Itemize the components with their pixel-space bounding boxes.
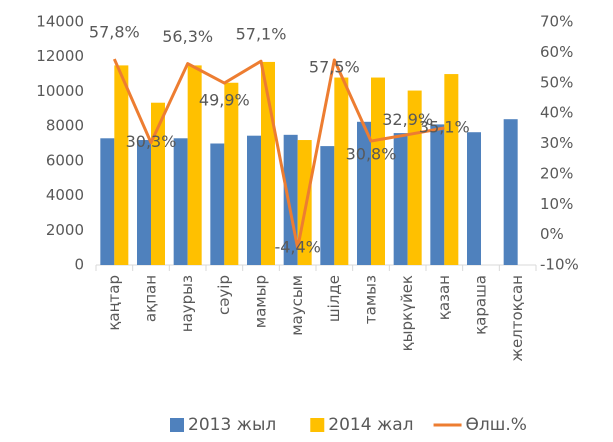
y2-tick-label: 10%	[540, 195, 573, 213]
bar	[503, 119, 518, 265]
legend-label: 2013 жыл	[188, 415, 276, 435]
y2-tick-label: 30%	[540, 134, 573, 152]
x-tick-label: маусым	[288, 275, 306, 336]
bar	[151, 102, 165, 265]
y2-tick-label: 20%	[540, 164, 573, 182]
y2-tick-label: 60%	[540, 43, 573, 61]
y-tick-label: 0	[74, 256, 84, 274]
bar	[430, 124, 445, 266]
x-tick-label: шілде	[325, 275, 343, 322]
y2-tick-label: 50%	[540, 73, 573, 91]
y-tick-label: 12000	[36, 47, 84, 65]
data-label: 49,9%	[199, 91, 250, 110]
legend-label: Өлш.%	[466, 415, 527, 435]
y-tick-label: 10000	[36, 82, 84, 100]
bar	[334, 77, 349, 266]
y2-tick-label: 40%	[540, 104, 573, 122]
data-label: 57,1%	[236, 25, 287, 44]
bar	[393, 133, 408, 265]
bar	[137, 140, 151, 265]
y-tick-label: 4000	[46, 186, 84, 204]
y-tick-label: 8000	[46, 117, 84, 135]
line	[112, 58, 445, 250]
y-tick-label: 6000	[46, 151, 84, 169]
x-tick-label: тамыз	[362, 275, 380, 324]
legend-swatch	[170, 418, 184, 432]
y2-tick-label: 0%	[540, 225, 564, 243]
x-tick-label: желтоқсан	[508, 275, 526, 362]
data-label: 32,9%	[382, 110, 433, 129]
x-tick-label: қыркүйек	[398, 275, 416, 351]
data-label: 57,8%	[89, 23, 140, 42]
data-label: 35,1%	[419, 118, 470, 137]
x-tick-label: сәуір	[215, 275, 233, 315]
x-tick-label: қазан	[435, 275, 453, 320]
y2-tick-label: -10%	[540, 256, 579, 274]
bar	[247, 135, 261, 265]
y-tick-label: 14000	[36, 13, 84, 31]
x-tick-label: қараша	[472, 275, 490, 335]
data-label: 56,3%	[162, 27, 213, 46]
bar	[371, 77, 385, 266]
legend-swatch	[310, 418, 325, 432]
x-tick-label: қаңтар	[105, 275, 123, 331]
bar	[357, 121, 371, 265]
bar	[100, 138, 115, 265]
bar	[467, 132, 481, 265]
bar	[320, 146, 335, 265]
y2-tick-label: 70%	[540, 13, 573, 31]
bar	[444, 74, 459, 265]
data-label: -4,4%	[274, 237, 320, 256]
data-label: 30,3%	[126, 132, 177, 151]
x-tick-label: наурыз	[178, 275, 196, 332]
bar	[114, 65, 129, 266]
data-label: 57,5%	[309, 57, 360, 76]
x-tick-label: ақпан	[142, 275, 160, 322]
data-label: 30,8%	[346, 145, 397, 164]
bar	[187, 65, 202, 266]
legend-label: 2014 жал	[328, 415, 413, 435]
y-tick-label: 2000	[46, 221, 84, 239]
bar	[210, 143, 225, 265]
bar	[173, 138, 188, 265]
x-tick-label: мамыр	[252, 275, 270, 328]
bar	[224, 82, 239, 265]
